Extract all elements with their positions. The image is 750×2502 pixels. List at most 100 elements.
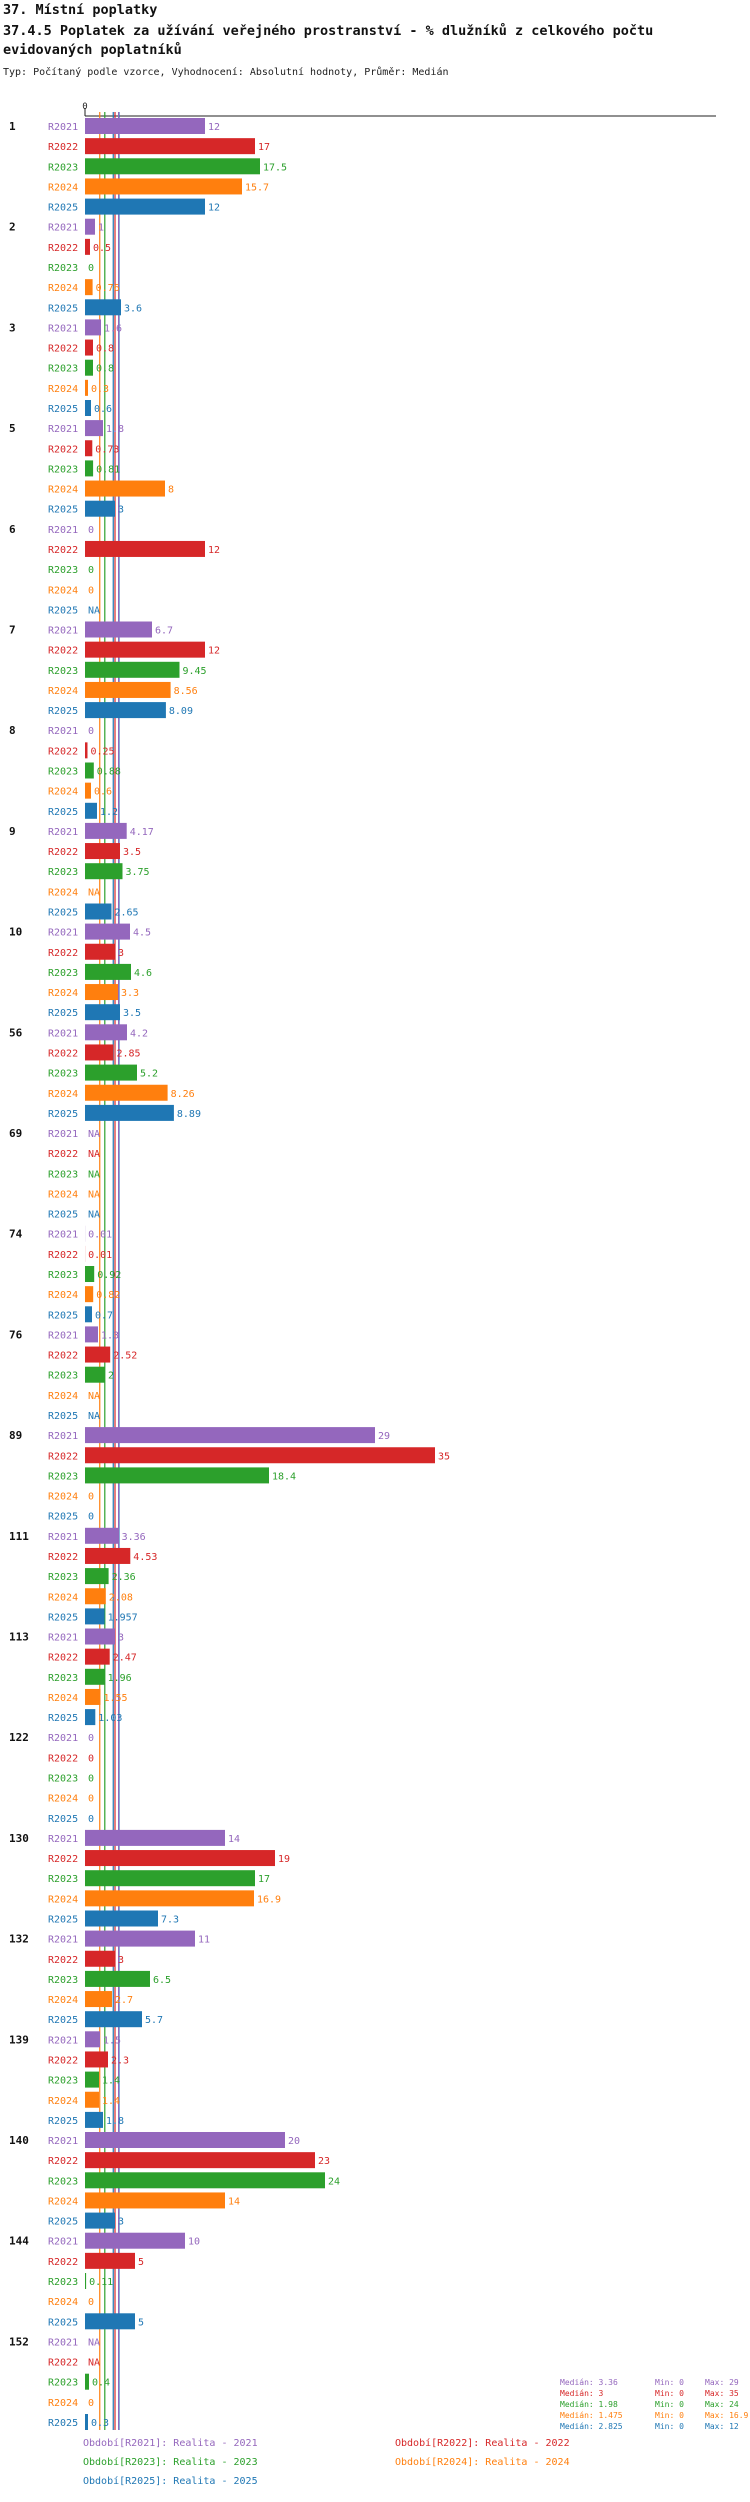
data-label: 3 <box>118 948 124 959</box>
bar-r2025 <box>85 1004 120 1021</box>
series-label-r2023: R2023 <box>48 2176 78 2187</box>
series-label-r2021: R2021 <box>48 223 78 234</box>
data-label: NA <box>88 887 100 898</box>
category-label: 5 <box>9 422 16 435</box>
stat-max-r2022: Max: 35 <box>705 2389 739 2398</box>
bar-r2024 <box>85 480 165 497</box>
category-label: 132 <box>9 1933 29 1946</box>
bar-r2021 <box>85 2132 285 2148</box>
bar-r2022 <box>85 641 205 658</box>
series-label-r2022: R2022 <box>48 2257 78 2268</box>
data-label: 9.45 <box>183 666 207 677</box>
data-label: 0 <box>88 2398 94 2409</box>
data-label: 1.957 <box>108 1612 138 1623</box>
stat-median-r2023: Medián: 1.98 <box>560 2400 618 2409</box>
legend-item-r2025: Období[R2025]: Realita - 2025 <box>83 2476 258 2487</box>
data-label: 2.7 <box>115 1995 133 2006</box>
data-label: 1.4 <box>102 2076 120 2087</box>
series-label-r2024: R2024 <box>48 1995 78 2006</box>
series-label-r2021: R2021 <box>48 928 78 939</box>
data-label: 0.92 <box>97 1270 121 1281</box>
bar-r2023 <box>85 963 131 980</box>
series-label-r2022: R2022 <box>48 1753 78 1764</box>
bar-r2023 <box>85 2373 89 2390</box>
bar-r2025 <box>85 2011 142 2028</box>
bar-r2022 <box>85 1044 114 1061</box>
data-label: NA <box>88 2358 100 2369</box>
data-label: 0.3 <box>91 2418 109 2429</box>
series-label-r2022: R2022 <box>48 2156 78 2167</box>
data-label: 0 <box>88 565 94 576</box>
category-label: 152 <box>9 2335 29 2348</box>
bar-r2024 <box>85 984 118 1001</box>
data-label: 0.88 <box>97 767 121 778</box>
stat-min-r2021: Min: 0 <box>655 2378 684 2387</box>
bar-r2024 <box>85 1084 168 1101</box>
series-label-r2023: R2023 <box>48 2277 78 2288</box>
data-label: 1.8 <box>106 2116 124 2127</box>
data-label: 1 <box>98 223 104 234</box>
series-label-r2024: R2024 <box>48 1089 78 1100</box>
series-label-r2023: R2023 <box>48 968 78 979</box>
series-label-r2024: R2024 <box>48 1592 78 1603</box>
series-label-r2024: R2024 <box>48 485 78 496</box>
series-label-r2022: R2022 <box>48 1552 78 1563</box>
data-label: 29 <box>378 1431 390 1442</box>
series-label-r2022: R2022 <box>48 1149 78 1160</box>
data-label: 3.5 <box>123 1008 141 1019</box>
series-label-r2021: R2021 <box>48 626 78 637</box>
series-label-r2024: R2024 <box>48 1693 78 1704</box>
series-label-r2025: R2025 <box>48 2317 78 2328</box>
data-label: 0.4 <box>92 2378 110 2389</box>
data-label: 1.3 <box>101 1330 119 1341</box>
data-label: 15.7 <box>245 182 269 193</box>
stat-max-r2021: Max: 29 <box>705 2378 739 2387</box>
bar-r2023 <box>85 1568 109 1585</box>
series-label-r2024: R2024 <box>48 988 78 999</box>
category-label: 122 <box>9 1731 29 1744</box>
data-label: 7.3 <box>161 1915 179 1926</box>
bar-r2021 <box>85 1829 225 1846</box>
bar-r2023 <box>85 2273 87 2289</box>
data-label: 5 <box>138 2317 144 2328</box>
bar-r2021 <box>85 118 205 134</box>
series-label-r2024: R2024 <box>48 787 78 798</box>
bar-r2025 <box>85 1709 96 1726</box>
bar-r2024 <box>85 1588 106 1605</box>
category-label: 130 <box>9 1832 29 1845</box>
data-label: NA <box>88 605 100 616</box>
data-label: 0.5 <box>93 243 111 254</box>
data-label: 35 <box>438 1451 450 1462</box>
series-label-r2023: R2023 <box>48 464 78 475</box>
series-label-r2023: R2023 <box>48 1975 78 1986</box>
series-label-r2025: R2025 <box>48 1512 78 1523</box>
data-label: 1.2 <box>100 807 118 818</box>
bar-r2023 <box>85 158 260 175</box>
series-label-r2025: R2025 <box>48 2217 78 2228</box>
series-label-r2022: R2022 <box>48 2055 78 2066</box>
series-label-r2023: R2023 <box>48 767 78 778</box>
bar-r2022 <box>85 843 120 860</box>
series-label-r2024: R2024 <box>48 283 78 294</box>
bar-r2023 <box>85 1870 255 1887</box>
bar-r2022 <box>85 1850 275 1867</box>
series-label-r2022: R2022 <box>48 1955 78 1966</box>
series-label-r2024: R2024 <box>48 1189 78 1200</box>
category-label: 144 <box>9 2235 29 2248</box>
page-title: 37. Místní poplatky <box>3 2 158 18</box>
stat-median-r2024: Medián: 1.475 <box>560 2411 623 2420</box>
bar-r2022 <box>85 540 205 557</box>
bar-r2023 <box>85 2071 99 2088</box>
data-label: 4.53 <box>133 1552 157 1563</box>
data-label: NA <box>88 1411 100 1422</box>
bar-r2025 <box>85 1910 158 1927</box>
stat-min-r2024: Min: 0 <box>655 2411 684 2420</box>
series-label-r2024: R2024 <box>48 1492 78 1503</box>
bar-r2025 <box>85 198 205 215</box>
data-label: 2.65 <box>115 908 139 919</box>
data-label: 3.3 <box>121 988 139 999</box>
bar-r2021 <box>85 621 152 638</box>
series-label-r2024: R2024 <box>48 1794 78 1805</box>
bar-r2021 <box>85 218 95 235</box>
series-label-r2023: R2023 <box>48 1774 78 1785</box>
